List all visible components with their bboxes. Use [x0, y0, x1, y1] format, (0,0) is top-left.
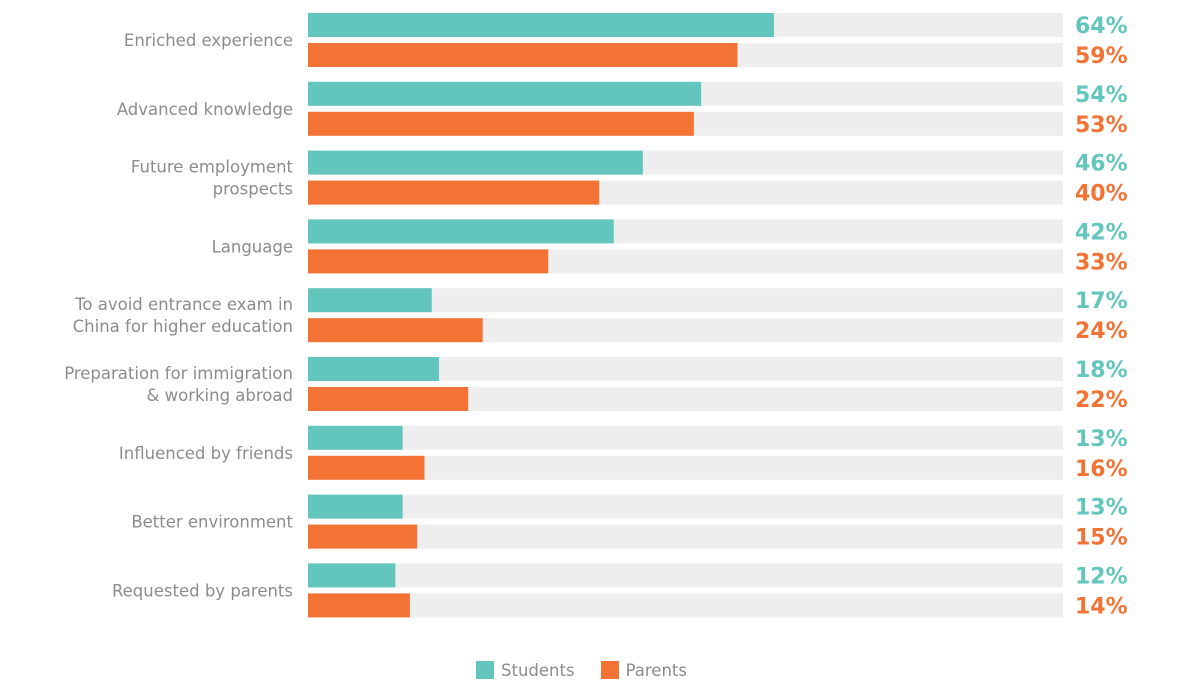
value-label-parents: 33% [1075, 250, 1128, 275]
category-label: Preparation for immigration & working abr… [64, 364, 293, 405]
bar-parents [308, 111, 694, 136]
bar-students [308, 425, 403, 450]
chart-legend: Students Parents [476, 660, 713, 680]
bar-parents [308, 455, 425, 480]
bar-students [308, 563, 396, 588]
bar-track [308, 524, 1063, 549]
value-label-parents: 15% [1075, 526, 1128, 551]
bar-parents [308, 43, 738, 67]
legend-swatch-students [476, 661, 494, 679]
bar-parents [308, 180, 600, 205]
value-label-parents: 53% [1075, 113, 1128, 138]
value-label-parents: 22% [1075, 388, 1128, 413]
bar-parents [308, 249, 549, 274]
bar-parents [308, 524, 418, 549]
bar-students [308, 288, 432, 313]
legend-item-students: Students [476, 661, 575, 680]
bar-parents [308, 387, 469, 411]
bar-students [308, 81, 702, 106]
value-label-parents: 59% [1075, 44, 1128, 69]
bar-track [308, 563, 1063, 588]
bar-students [308, 13, 774, 37]
category-label: Enriched experience [124, 31, 293, 50]
legend-label-students: Students [501, 660, 575, 680]
bar-track [308, 494, 1063, 519]
legend-label-parents: Parents [625, 660, 687, 680]
category-label: Requested by parents [112, 581, 293, 600]
value-label-students: 46% [1075, 152, 1128, 177]
bar-track [308, 288, 1063, 313]
bar-parents [308, 593, 410, 618]
category-label: Better environment [131, 513, 293, 532]
legend-swatch-parents [600, 661, 619, 679]
category-label: Advanced knowledge [117, 100, 293, 119]
category-label: Influenced by friends [119, 444, 293, 463]
value-label-students: 13% [1075, 496, 1128, 521]
bar-track [308, 593, 1063, 618]
value-label-students: 54% [1075, 83, 1128, 108]
bar-students [308, 150, 643, 175]
bar-students [308, 494, 403, 519]
value-label-students: 64% [1075, 14, 1128, 39]
bar-track [308, 425, 1063, 450]
value-label-students: 13% [1075, 427, 1128, 452]
value-label-parents: 14% [1075, 594, 1128, 619]
value-label-students: 42% [1075, 220, 1128, 245]
value-label-parents: 40% [1075, 182, 1128, 207]
value-label-students: 18% [1075, 358, 1128, 383]
bar-parents [308, 318, 483, 343]
value-label-students: 17% [1075, 289, 1128, 314]
category-label: Future employment prospects [131, 158, 294, 199]
value-label-students: 12% [1075, 564, 1128, 589]
value-label-parents: 24% [1075, 319, 1128, 344]
bar-students [308, 219, 614, 244]
category-label: Language [212, 237, 293, 256]
category-label: To avoid entrance exam in China for highe… [73, 295, 293, 336]
value-label-parents: 16% [1075, 457, 1128, 482]
bar-track [308, 455, 1063, 480]
bar-students [308, 357, 440, 381]
legend-item-parents: Parents [600, 660, 687, 680]
